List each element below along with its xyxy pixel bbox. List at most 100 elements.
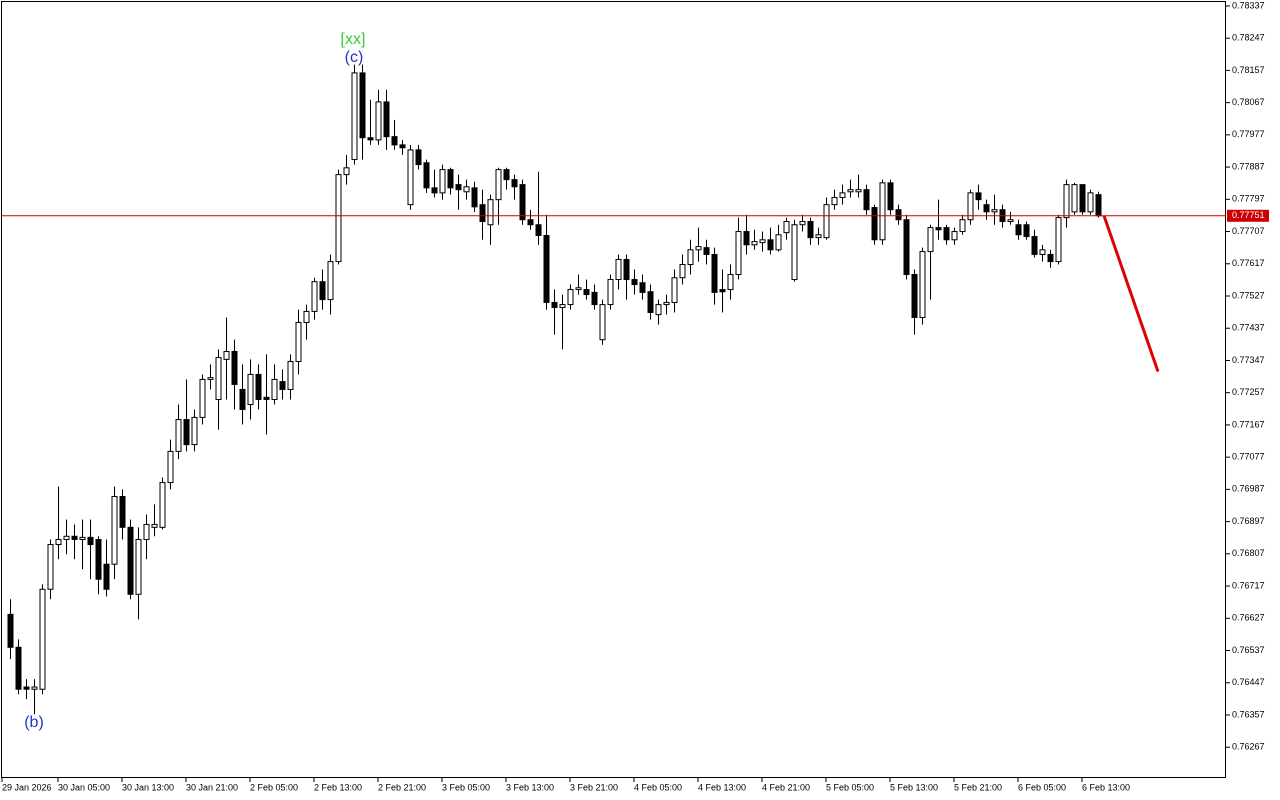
y-tick-label: 0.76987	[1232, 484, 1265, 494]
forecast-line	[1102, 215, 1160, 373]
candle-body	[959, 219, 966, 233]
candle-body	[1087, 192, 1094, 213]
current-price-box	[1227, 209, 1269, 222]
x-tick-label: 30 Jan 13:00	[122, 782, 174, 792]
candle-body	[935, 227, 942, 231]
y-tick-label: 0.77437	[1232, 323, 1265, 333]
x-tick-label: 30 Jan 21:00	[186, 782, 238, 792]
candle-body	[727, 274, 734, 291]
candle-body	[119, 496, 126, 528]
candle-body	[175, 419, 182, 452]
candle-body	[671, 277, 678, 303]
candle-body	[847, 189, 854, 193]
candle-body	[399, 144, 406, 149]
y-tick-label: 0.76537	[1232, 645, 1265, 655]
y-tick-label: 0.76717	[1232, 580, 1265, 590]
candle-body	[1063, 184, 1070, 219]
candle-body	[479, 204, 486, 223]
candle-body	[383, 101, 390, 138]
candle-body	[735, 231, 742, 276]
candle-body	[863, 189, 870, 211]
candle-body	[775, 234, 782, 251]
candle-body	[439, 169, 446, 194]
candle-body	[815, 234, 822, 239]
candle-body	[415, 149, 422, 166]
candle-body	[343, 167, 350, 176]
y-tick-label: 0.78157	[1232, 65, 1265, 75]
x-tick-label: 6 Feb 13:00	[1082, 782, 1130, 792]
y-tick-label: 0.77347	[1232, 355, 1265, 365]
y-tick-label: 0.77257	[1232, 387, 1265, 397]
candle-body	[351, 72, 358, 161]
candle-body	[335, 174, 342, 263]
x-tick-label: 30 Jan 05:00	[58, 782, 110, 792]
candle-body	[895, 209, 902, 221]
candle-body	[391, 136, 398, 146]
candle-body	[167, 450, 174, 484]
candle-body	[31, 686, 38, 690]
candle-body	[359, 72, 366, 139]
candle-body	[15, 646, 22, 690]
candle-body	[1047, 253, 1054, 263]
candle-body	[1071, 184, 1078, 213]
candle-body	[519, 184, 526, 221]
candle-body	[663, 301, 670, 306]
y-tick-label: 0.76267	[1232, 742, 1265, 752]
y-tick-label: 0.76897	[1232, 516, 1265, 526]
plot-frame	[1, 1, 1226, 778]
x-tick-label: 3 Feb 05:00	[442, 782, 490, 792]
candle-body	[247, 373, 254, 406]
candle-body	[511, 179, 518, 188]
candle-body	[647, 291, 654, 313]
y-tick-label: 0.78067	[1232, 97, 1265, 107]
candle-body	[263, 396, 270, 400]
candle-body	[927, 227, 934, 253]
wave-label: [xx]	[341, 31, 366, 48]
candle-body	[679, 263, 686, 279]
candle-body	[911, 274, 918, 318]
x-tick-label: 5 Feb 21:00	[954, 782, 1002, 792]
candle-body	[127, 526, 134, 595]
candle-body	[319, 281, 326, 301]
candle-body	[151, 523, 158, 528]
y-tick-label: 0.77887	[1232, 161, 1265, 171]
candle-body	[543, 234, 550, 303]
candle-body	[423, 162, 430, 189]
candle-body	[239, 388, 246, 411]
candle-body	[111, 496, 118, 565]
candle-body	[143, 523, 150, 541]
candle-body	[623, 258, 630, 281]
candle-body	[975, 192, 982, 201]
candle-body	[295, 321, 302, 363]
x-tick-label: 5 Feb 05:00	[826, 782, 874, 792]
candle-body	[79, 536, 86, 541]
candle-body	[1007, 219, 1014, 223]
candle-body	[183, 419, 190, 446]
wave-label: (c)	[345, 49, 364, 66]
candle-body	[687, 249, 694, 265]
candle-body	[327, 261, 334, 301]
candle-body	[983, 204, 990, 213]
candle-body	[599, 304, 606, 341]
candle-body	[63, 535, 70, 541]
candle-body	[1095, 194, 1102, 217]
y-tick-label: 0.77617	[1232, 258, 1265, 268]
candle-body	[367, 137, 374, 141]
wave-label: (b)	[24, 714, 44, 731]
candle-body	[495, 169, 502, 201]
candle-body	[1015, 224, 1022, 236]
candle-body	[695, 246, 702, 251]
y-tick-label: 0.77977	[1232, 129, 1265, 139]
y-tick-label: 0.78247	[1232, 33, 1265, 43]
candle-body	[799, 221, 806, 226]
y-tick-label: 0.77527	[1232, 290, 1265, 300]
candle-body	[711, 253, 718, 293]
candle-body	[879, 182, 886, 241]
candle-body	[887, 182, 894, 211]
candle-body	[839, 192, 846, 199]
candle-body	[751, 241, 758, 246]
candle-body	[703, 247, 710, 255]
candle-body	[855, 189, 862, 193]
candle-body	[159, 482, 166, 528]
candle-body	[279, 381, 286, 390]
